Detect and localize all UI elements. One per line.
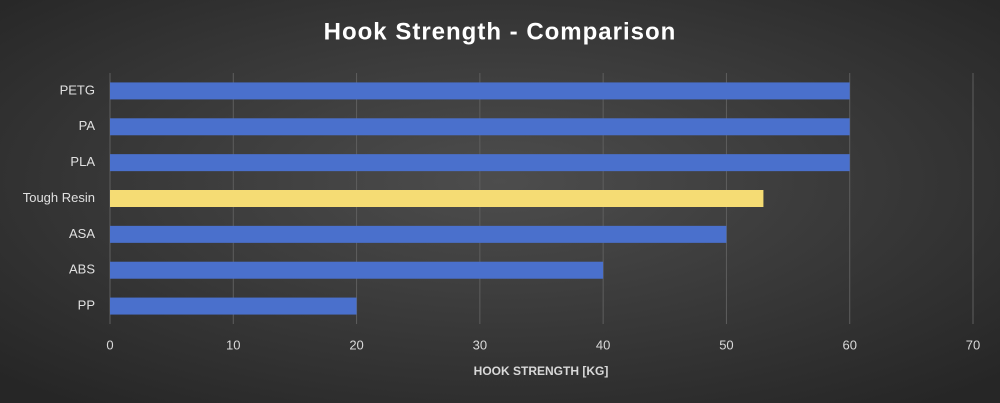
bar [110, 118, 850, 136]
chart-title: Hook Strength - Comparison [324, 18, 677, 45]
y-tick-label: ASA [69, 226, 95, 241]
bar [110, 297, 357, 315]
x-axis-title: HOOK STRENGTH [KG] [474, 364, 609, 378]
y-tick-label: Tough Resin [23, 190, 95, 205]
x-tick-label: 0 [106, 337, 113, 352]
y-tick-label: PLA [70, 154, 95, 169]
x-tick-label: 60 [842, 337, 856, 352]
bar [110, 261, 604, 279]
x-tick-label: 50 [719, 337, 733, 352]
x-tick-label: 30 [473, 337, 487, 352]
y-tick-label: ABS [69, 262, 95, 277]
x-tick-label: 40 [596, 337, 610, 352]
bar [110, 225, 727, 243]
y-tick-label: PP [78, 298, 95, 313]
x-tick-label: 20 [349, 337, 363, 352]
x-tick-label: 70 [966, 337, 980, 352]
bar [110, 82, 850, 100]
bar [110, 190, 764, 207]
bar [110, 154, 850, 172]
y-tick-label: PA [79, 118, 96, 133]
x-tick-label: 10 [226, 337, 240, 352]
y-tick-label: PETG [60, 82, 95, 97]
